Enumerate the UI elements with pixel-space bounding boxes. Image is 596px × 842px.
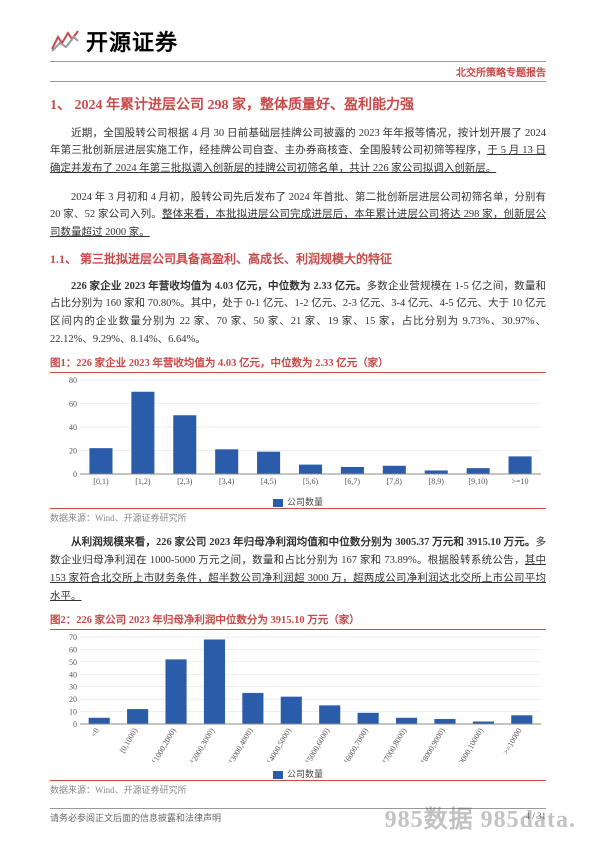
svg-text:[2,3): [2,3) xyxy=(177,477,193,486)
legend-swatch xyxy=(273,771,283,779)
svg-text:70: 70 xyxy=(69,633,77,642)
svg-text:[3,4): [3,4) xyxy=(219,477,235,486)
svg-text:[1,2): [1,2) xyxy=(135,477,151,486)
svg-text:[9000,10000): [9000,10000) xyxy=(456,726,486,762)
svg-text:[5000,6000): [5000,6000) xyxy=(304,726,332,762)
svg-text:[4,5): [4,5) xyxy=(261,477,277,486)
svg-text:40: 40 xyxy=(69,423,77,432)
svg-text:[1000,2000): [1000,2000) xyxy=(150,726,178,762)
paragraph-4: 从利润规模来看，226 家公司 2023 年归母净利润均值和中位数分别为 300… xyxy=(50,534,546,605)
chart-1-legend: 公司数量 xyxy=(50,495,546,508)
legend-label-1: 公司数量 xyxy=(287,497,323,507)
svg-text:80: 80 xyxy=(69,376,77,385)
report-type: 北交所策略专题报告 xyxy=(50,64,546,82)
svg-text:>=10: >=10 xyxy=(512,477,529,486)
svg-text:[0,1): [0,1) xyxy=(93,477,109,486)
svg-text:0: 0 xyxy=(73,470,77,479)
svg-text:[2000,3000): [2000,3000) xyxy=(189,726,217,762)
legend-label-2: 公司数量 xyxy=(287,769,323,779)
svg-text:60: 60 xyxy=(69,399,77,408)
chart-2-legend: 公司数量 xyxy=(50,767,546,780)
svg-text:<0: <0 xyxy=(89,726,101,738)
p4-bold: 从利润规模来看，226 家公司 2023 年归母净利润均值和中位数分别为 300… xyxy=(71,537,536,548)
brand-logo: 开源证券 xyxy=(50,25,546,57)
paragraph-3: 226 家企业 2023 年营收均值为 4.03 亿元，中位数为 2.33 亿元… xyxy=(50,278,546,349)
svg-text:0: 0 xyxy=(73,720,77,729)
svg-text:[8000,9000): [8000,9000) xyxy=(419,726,447,762)
svg-text:60: 60 xyxy=(69,645,77,654)
heading-2: 1.1、 第三批拟进层公司具备高盈利、高成长、利润规模大的特征 xyxy=(50,250,546,267)
heading-1: 1、 2024 年累计进层公司 298 家，整体质量好、盈利能力强 xyxy=(50,94,546,114)
svg-text:[6,7): [6,7) xyxy=(345,477,361,486)
chart-1: 0 20 40 60 80 [0,1) [1,2) [2,3) [3,4) [4,5) [5,6) [… xyxy=(50,375,546,490)
svg-text:[6000,7000): [6000,7000) xyxy=(342,726,370,762)
svg-text:10: 10 xyxy=(69,707,77,716)
svg-text:30: 30 xyxy=(69,683,77,692)
svg-text:[3000,4000): [3000,4000) xyxy=(227,726,255,762)
legend-swatch xyxy=(273,499,283,507)
svg-text:[9,10): [9,10) xyxy=(468,477,488,486)
brand-name: 开源证券 xyxy=(86,25,178,57)
paragraph-2: 2024 年 3 月初和 4 月初，股转公司先后发布了 2024 年首批、第二批… xyxy=(50,189,546,243)
svg-text:[7,8): [7,8) xyxy=(387,477,403,486)
p3-bold: 226 家企业 2023 年营收均值为 4.03 亿元，中位数为 2.33 亿元… xyxy=(71,281,367,292)
figure-1-title: 图1：226 家企业 2023 年营收均值为 4.03 亿元，中位数为 2.33… xyxy=(50,355,546,373)
svg-text:40: 40 xyxy=(69,670,77,679)
svg-text:[5,6): [5,6) xyxy=(303,477,319,486)
p1-text: 近期，全国股转公司根据 4 月 30 日前基础层挂牌公司披露的 2023 年年报… xyxy=(50,128,546,157)
chart-2: 0 10 20 30 40 50 60 70 <0 [0,1000) [1000,2000) [200… xyxy=(50,632,546,762)
footer-disclaimer: 请务必参阅正文后面的信息披露和法律声明 xyxy=(50,811,221,824)
svg-text:[7000,8000): [7000,8000) xyxy=(381,726,409,762)
svg-text:[8,9): [8,9) xyxy=(429,477,445,486)
watermark: 985数据 985data. xyxy=(385,799,576,834)
logo-icon xyxy=(50,29,80,53)
header-divider xyxy=(50,61,546,62)
svg-text:[0,1000): [0,1000) xyxy=(118,726,140,754)
figure-2-title: 图2：226 家公司 2023 年归母净利润中位数分为 3915.10 万元（家… xyxy=(50,612,546,630)
svg-text:[4000,5000): [4000,5000) xyxy=(266,726,294,762)
svg-text:>=10000: >=10000 xyxy=(501,726,523,756)
svg-text:20: 20 xyxy=(69,695,77,704)
source-2: 数据来源：Wind、开源证券研究所 xyxy=(50,780,546,796)
paragraph-1: 近期，全国股转公司根据 4 月 30 日前基础层挂牌公司披露的 2023 年年报… xyxy=(50,125,546,179)
source-1: 数据来源：Wind、开源证券研究所 xyxy=(50,508,546,524)
svg-text:50: 50 xyxy=(69,658,77,667)
svg-text:20: 20 xyxy=(69,446,77,455)
